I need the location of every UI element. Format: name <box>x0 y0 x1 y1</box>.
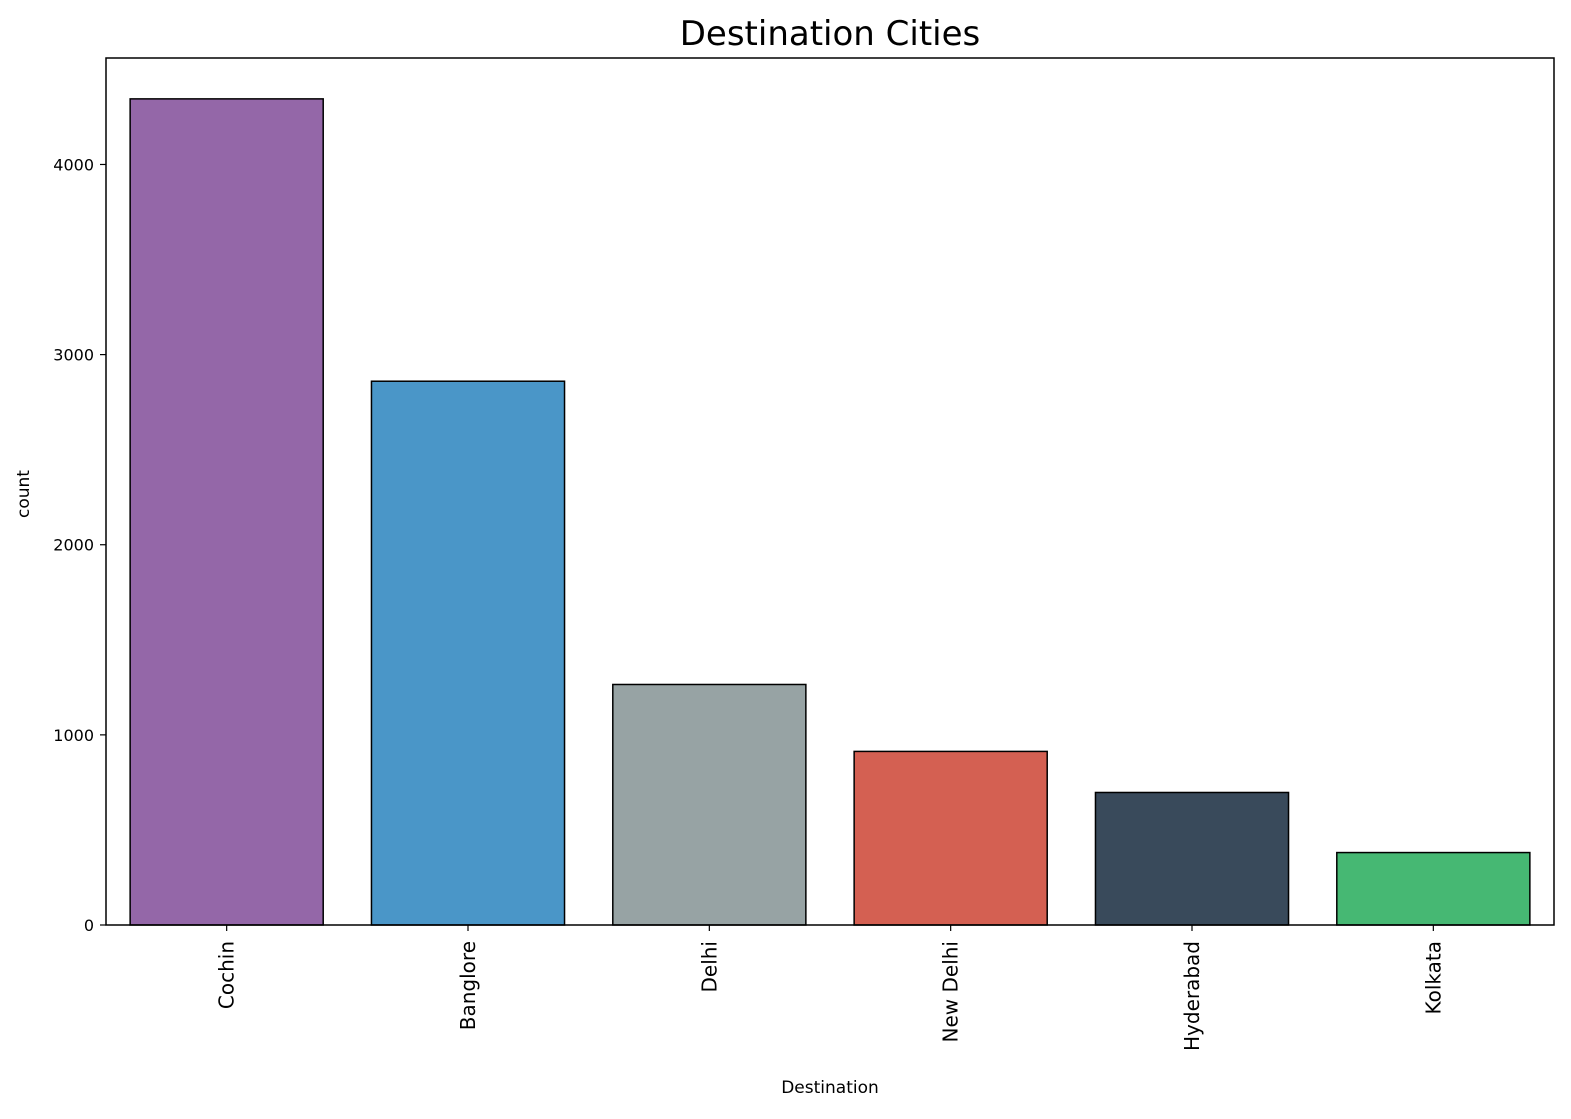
bar-new-delhi <box>853 750 1048 926</box>
bar-banglore <box>370 380 566 926</box>
bar-delhi <box>612 683 807 926</box>
bars-layer <box>129 98 1531 926</box>
x-tick-label: Delhi <box>697 941 721 993</box>
x-tick-label: New Delhi <box>939 941 963 1042</box>
y-tick-label: 3000 <box>53 346 94 365</box>
y-tick-label: 0 <box>84 916 94 935</box>
x-axis: Cochin Banglore Delhi New Delhi Hyderabad Kol… <box>215 925 1445 1051</box>
bar-cochin <box>129 98 324 926</box>
y-tick-label: 2000 <box>53 536 94 555</box>
bar-hyderabad <box>1094 791 1290 926</box>
y-axis: 0 1000 2000 3000 4000 <box>53 155 106 935</box>
y-axis-label: count <box>14 470 34 518</box>
y-tick-label: 1000 <box>53 726 94 745</box>
chart-title: Destination Cities <box>680 14 981 54</box>
x-tick-label: Cochin <box>215 941 239 1009</box>
x-tick-label: Banglore <box>456 941 480 1030</box>
x-tick-label: Hyderabad <box>1180 941 1204 1051</box>
x-axis-label: Destination <box>781 1078 879 1098</box>
x-tick-label: Kolkata <box>1421 941 1445 1015</box>
bar-kolkata <box>1336 851 1531 926</box>
plot-frame <box>105 57 1555 926</box>
y-tick-label: 4000 <box>53 155 94 174</box>
